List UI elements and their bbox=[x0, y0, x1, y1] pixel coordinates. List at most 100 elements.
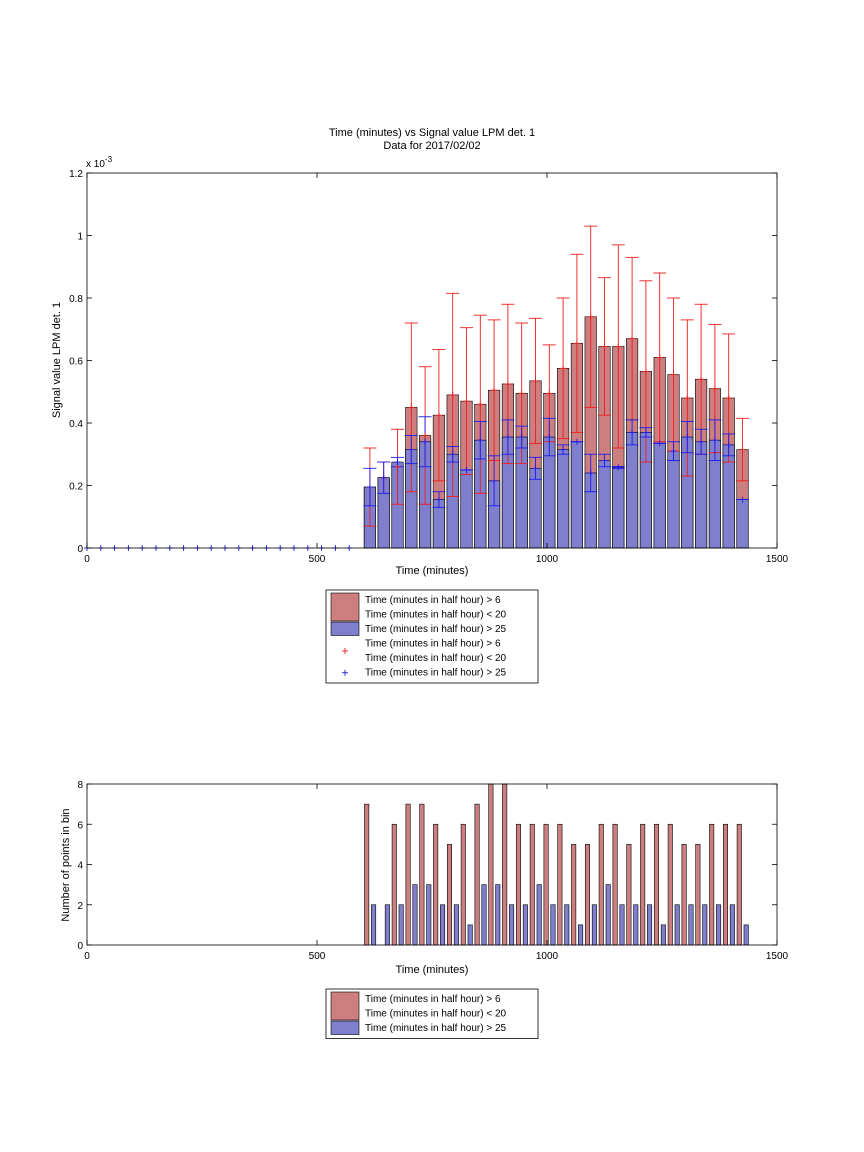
x-tick-label: 500 bbox=[309, 554, 326, 565]
blue-bar bbox=[570, 441, 583, 549]
chart-title: Time (minutes) vs Signal value LPM det. … bbox=[329, 127, 535, 139]
legend-label: Time (minutes in half hour) < 20 bbox=[365, 1009, 507, 1020]
y-tick-label: 4 bbox=[77, 861, 83, 872]
legend: Time (minutes in half hour) > 6 Time (min… bbox=[325, 988, 539, 1039]
red-count-bar bbox=[612, 823, 618, 946]
y-tick-label: 2 bbox=[77, 901, 83, 912]
blue-count-bar bbox=[467, 924, 473, 946]
blue-count-bar bbox=[564, 904, 570, 946]
y-tick-label: 0.2 bbox=[69, 482, 83, 493]
red-count-bar bbox=[626, 844, 632, 946]
red-count-bar bbox=[419, 803, 425, 946]
blue-bar bbox=[695, 441, 708, 549]
red-count-bar bbox=[474, 803, 480, 946]
red-count-bar bbox=[653, 823, 659, 946]
blue-bar bbox=[529, 468, 542, 549]
y-tick-label: 6 bbox=[77, 820, 83, 831]
signal-chart: Time (minutes) vs Signal value LPM det. … bbox=[51, 127, 789, 684]
red-count-bar bbox=[460, 823, 466, 946]
blue-count-bar bbox=[633, 904, 639, 946]
blue-count-bar bbox=[619, 904, 625, 946]
x-tick-label: 500 bbox=[309, 951, 326, 962]
blue-count-bar bbox=[426, 884, 432, 946]
blue-bar bbox=[612, 467, 625, 549]
blue-count-bar bbox=[716, 904, 722, 946]
x-tick-label: 1500 bbox=[766, 951, 789, 962]
red-count-bar bbox=[681, 844, 687, 946]
y-tick-label: 8 bbox=[77, 780, 83, 791]
blue-bar bbox=[598, 460, 611, 549]
y-tick-label: 0 bbox=[77, 941, 83, 952]
red-count-bar bbox=[529, 823, 535, 946]
red-count-bar bbox=[571, 844, 577, 946]
red-count-bar bbox=[433, 823, 439, 946]
blue-count-bar bbox=[440, 904, 446, 946]
red-count-bar bbox=[543, 823, 549, 946]
red-count-bar bbox=[391, 823, 397, 946]
legend-label: Time (minutes in half hour) > 25 bbox=[365, 624, 507, 635]
blue-bar bbox=[736, 499, 749, 549]
blue-count-bar bbox=[578, 924, 584, 946]
red-count-bar bbox=[598, 823, 604, 946]
x-axis-label: Time (minutes) bbox=[396, 964, 469, 976]
red-count-bar bbox=[695, 844, 701, 946]
red-count-bar bbox=[709, 823, 715, 946]
blue-count-bar bbox=[371, 904, 377, 946]
blue-count-bar bbox=[481, 884, 487, 946]
red-count-bar bbox=[446, 844, 452, 946]
red-count-bar bbox=[667, 823, 673, 946]
legend-label: Time (minutes in half hour) > 6 bbox=[365, 595, 501, 606]
red-count-bar bbox=[557, 823, 563, 946]
blue-count-bar bbox=[674, 904, 680, 946]
blue-count-bar bbox=[688, 904, 694, 946]
red-count-bar bbox=[584, 844, 590, 946]
x-tick-label: 1500 bbox=[766, 554, 789, 565]
blue-count-bar bbox=[702, 904, 708, 946]
red-count-bar bbox=[736, 823, 742, 946]
legend-label: Time (minutes in half hour) > 6 bbox=[365, 639, 501, 650]
legend-swatch-red bbox=[330, 991, 360, 1021]
blue-count-bar bbox=[591, 904, 597, 946]
legend-box bbox=[325, 988, 539, 1039]
legend-swatch-red bbox=[330, 592, 360, 622]
y-exponent-label: x 10-3 bbox=[86, 155, 113, 170]
legend-box bbox=[325, 589, 539, 684]
blue-count-bar bbox=[550, 904, 556, 946]
x-tick-label: 0 bbox=[84, 951, 90, 962]
blue-count-bar bbox=[536, 884, 542, 946]
legend-swatch-blue bbox=[330, 1020, 360, 1035]
legend-swatch-blue bbox=[330, 621, 360, 636]
blue-bar bbox=[667, 450, 680, 549]
y-tick-label: 1 bbox=[77, 232, 83, 243]
blue-count-bar bbox=[412, 884, 418, 946]
count-chart: 0 500 1000 1500 0 2 4 6 8 Time (minutes) Number … bbox=[60, 780, 789, 1039]
y-tick-label: 0 bbox=[77, 544, 83, 555]
plot-area-frame bbox=[86, 783, 778, 946]
red-count-bar bbox=[640, 823, 646, 946]
x-tick-label: 1000 bbox=[536, 554, 559, 565]
blue-bar bbox=[460, 469, 473, 549]
blue-count-bar bbox=[384, 904, 390, 946]
blue-count-bar bbox=[453, 904, 459, 946]
y-axis-label: Number of points in bin bbox=[60, 808, 72, 921]
legend-label: Time (minutes in half hour) < 20 bbox=[365, 653, 507, 664]
y-axis-label: Signal value LPM det. 1 bbox=[51, 302, 63, 418]
y-tick-label: 0.6 bbox=[69, 357, 83, 368]
blue-count-bar bbox=[729, 904, 735, 946]
x-tick-label: 1000 bbox=[536, 951, 559, 962]
y-tick-label: 0.8 bbox=[69, 294, 83, 305]
blue-count-bar bbox=[509, 904, 515, 946]
blue-count-bar bbox=[647, 904, 653, 946]
blue-count-bar bbox=[522, 904, 528, 946]
blue-bar bbox=[557, 449, 570, 549]
red-count-bar bbox=[488, 783, 494, 946]
y-tick-label: 0.4 bbox=[69, 419, 83, 430]
red-count-bar bbox=[502, 783, 508, 946]
blue-count-bar bbox=[495, 884, 501, 946]
chart-subtitle: Data for 2017/02/02 bbox=[383, 140, 480, 152]
legend-label: Time (minutes in half hour) < 20 bbox=[365, 610, 507, 621]
legend-label: Time (minutes in half hour) > 25 bbox=[365, 668, 507, 679]
blue-count-bar bbox=[398, 904, 404, 946]
red-count-bar bbox=[515, 823, 521, 946]
